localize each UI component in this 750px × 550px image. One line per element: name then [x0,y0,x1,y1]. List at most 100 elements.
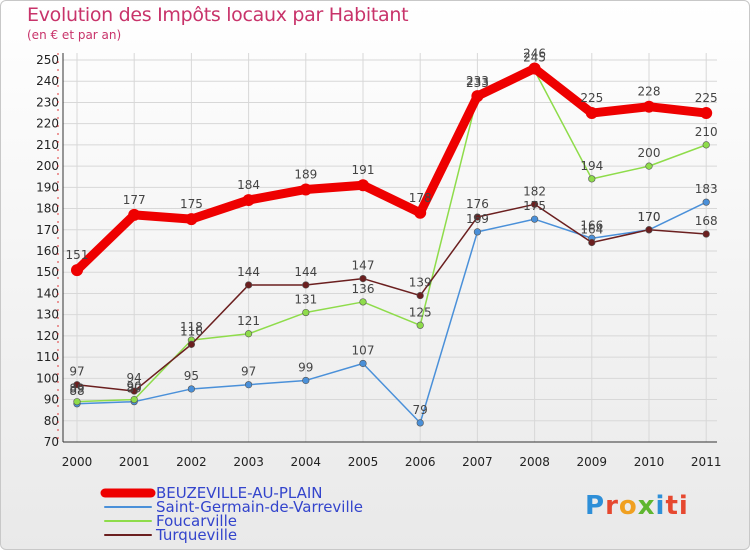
data-point [185,213,198,226]
x-tick-label: 2003 [233,455,264,469]
data-label: 144 [294,265,317,279]
data-point [645,226,653,234]
data-label: 166 [580,218,603,232]
data-label: 147 [352,259,375,273]
x-tick-label: 2009 [577,455,608,469]
data-point [473,228,482,236]
data-label: 97 [69,365,84,379]
data-point [357,179,369,192]
data-label: 246 [523,46,546,60]
data-label: 189 [294,167,317,181]
y-tick-label: 220 [36,117,59,131]
logo-letter: x [637,491,656,521]
series-lines [71,62,713,427]
y-tick-label: 100 [36,371,59,385]
logo-letter: P [585,491,606,521]
data-label: 233 [466,76,489,90]
legend: BEUZEVILLE-AU-PLAINSaint-Germain-de-Varr… [100,484,363,544]
data-label: 107 [352,343,375,357]
data-label: 225 [695,91,718,105]
data-label: 89 [69,382,84,396]
data-point [302,376,310,385]
data-point [414,206,427,219]
logo-letter: o [618,491,638,521]
data-point [359,274,367,283]
data-label: 178 [409,191,432,205]
data-label: 170 [638,210,661,224]
data-point [702,230,710,238]
x-tick-label: 2001 [119,455,150,469]
series-line [76,69,707,403]
data-label: 169 [466,212,489,226]
legend-label: Saint-Germain-de-Varreville [156,498,363,516]
data-point [416,419,424,427]
y-tick-label: 240 [36,74,59,88]
data-label: 136 [352,282,375,296]
data-point [245,330,253,338]
data-label: 233 [466,74,489,88]
data-label: 175 [523,199,546,213]
y-tick-label: 190 [36,180,59,194]
x-tick-label: 2005 [348,455,379,469]
y-tick-label: 120 [36,329,59,343]
logo-letter: r [605,491,619,521]
data-point [416,321,424,329]
x-tick-label: 2011 [691,455,722,469]
y-tick-label: 130 [36,308,59,322]
x-tick-label: 2000 [62,455,93,469]
y-tick-label: 80 [44,414,59,428]
data-label: 99 [298,360,313,374]
data-point [359,298,367,306]
x-tick-label: 2002 [176,455,207,469]
data-label: 245 [523,51,546,65]
x-tick-label: 2006 [405,455,436,469]
data-label: 121 [237,314,260,328]
data-point [187,385,195,393]
data-point [588,175,596,183]
y-tick-label: 180 [36,202,59,216]
data-point [530,215,539,223]
data-point [187,340,195,348]
data-label: 176 [466,197,489,211]
y-tick-label: 150 [36,265,59,279]
legend-label: BEUZEVILLE-AU-PLAIN [156,484,323,502]
y-tick-label: 140 [36,286,59,300]
legend-label: Foucarville [156,512,237,530]
data-point [700,107,713,120]
data-label: 164 [580,223,603,237]
y-tick-label: 90 [44,393,59,407]
data-label: 116 [180,324,203,338]
chart-title: Evolution des Impôts locaux par Habitant [27,4,409,26]
data-point [588,238,596,247]
data-label: 139 [409,276,432,290]
data-label: 170 [638,210,661,224]
data-label: 131 [294,293,317,307]
data-label: 89 [127,382,142,396]
data-label: 90 [127,380,142,394]
grid-lines [63,53,717,443]
data-point [302,281,310,289]
series-line [76,203,707,392]
data-label: 118 [180,320,203,334]
data-point [245,281,253,289]
logo-letter: i [655,491,666,521]
data-label: 228 [638,85,661,99]
axes: 7080901001101201301401501601701801902002… [36,53,721,469]
data-label: 175 [180,197,203,211]
data-point [130,395,138,404]
x-tick-label: 2008 [519,455,550,469]
data-label: 200 [638,146,661,160]
data-label: 183 [695,182,718,196]
data-point [73,381,81,389]
series-line [76,201,707,424]
data-label: 184 [237,178,260,192]
data-point [702,198,710,206]
y-tick-label: 250 [36,53,59,67]
data-label: 210 [695,125,718,139]
x-tick-label: 2007 [462,455,493,469]
data-point [528,62,541,75]
data-point [302,308,310,317]
